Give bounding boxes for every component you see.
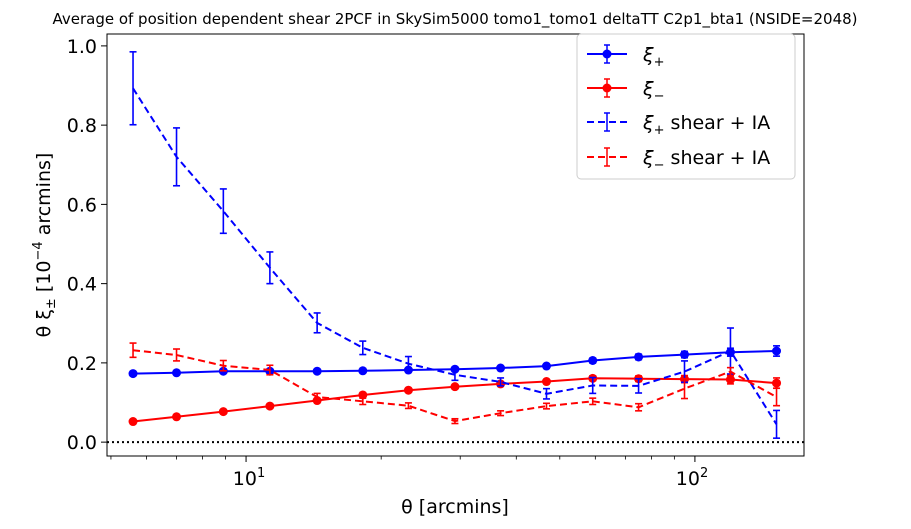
data-point-xi-plus-9 — [541, 361, 551, 371]
data-point-xi-minus-9 — [541, 377, 551, 387]
y-axis-label-sub: ± — [44, 298, 59, 309]
legend-label-xi-minus: ξ− — [642, 78, 665, 104]
y-tick-label-3: 0.6 — [67, 194, 97, 216]
data-point-xi-plus-8 — [496, 363, 506, 373]
chart-title: Average of position dependent shear 2PCF… — [52, 10, 857, 29]
legend-marker-xi-minus — [602, 83, 612, 93]
data-point-xi-plus-10 — [588, 356, 598, 366]
y-tick-label-1: 0.2 — [67, 353, 97, 375]
data-point-xi-plus-4 — [312, 366, 322, 376]
data-point-xi-minus-14 — [772, 378, 782, 388]
legend-label-xi-minus-ia: ξ− shear + IA — [642, 147, 770, 173]
data-point-xi-plus-0 — [128, 369, 138, 379]
legend-entry-xi-plus-ia: ξ+ shear + IA — [587, 112, 770, 138]
plot-area — [107, 51, 804, 444]
data-point-xi-minus-3 — [265, 401, 275, 411]
plot-frame — [106, 33, 805, 457]
x-tick-label-100: 102 — [676, 466, 708, 490]
legend-label-xi-plus: ξ+ — [642, 44, 665, 70]
y-tick-label-2: 0.4 — [67, 274, 97, 296]
y-axis-label-main: θ ξ — [33, 309, 55, 337]
data-point-xi-minus-1 — [172, 412, 182, 422]
axes: 0.0 0.2 0.4 0.6 0.8 1.0 — [67, 33, 805, 462]
data-point-xi-minus-13 — [725, 375, 735, 385]
legend-entry-xi-minus-ia: ξ− shear + IA — [587, 147, 770, 173]
data-point-xi-plus-12 — [680, 350, 690, 360]
y-axis-label-unit: [10 — [33, 261, 55, 299]
legend-marker-xi-plus — [602, 49, 612, 59]
y-tick-label-5: 1.0 — [67, 36, 97, 58]
data-point-xi-plus-14 — [772, 346, 782, 356]
data-point-xi-minus-6 — [403, 385, 413, 395]
data-point-xi-minus-0 — [128, 417, 138, 427]
data-point-xi-plus-11 — [634, 352, 644, 362]
x-axis-label: θ [arcmins] — [401, 496, 509, 518]
data-point-xi-plus-1 — [172, 368, 182, 378]
data-point-xi-minus-7 — [450, 382, 460, 392]
legend-entry-xi-plus: ξ+ — [587, 44, 665, 70]
legend-entry-xi-minus: ξ− — [587, 78, 665, 104]
y-tick-label-4: 0.8 — [67, 115, 97, 137]
y-tick-label-0: 0.0 — [67, 432, 97, 454]
x-tick-label-10: 101 — [233, 466, 265, 490]
legend-label-xi-plus-ia: ξ+ shear + IA — [642, 112, 770, 138]
data-point-xi-plus-5 — [358, 366, 368, 376]
y-axis-label-unit-end: arcmins] — [33, 153, 55, 242]
y-axis-label: θ ξ± [10−4 arcmins] — [31, 153, 59, 338]
y-axis-label-exp: −4 — [31, 241, 46, 260]
data-point-xi-minus-5 — [358, 390, 368, 400]
legend: ξ+ ξ− ξ+ shear + IA ξ− shear + IA — [576, 33, 796, 180]
data-point-xi-minus-2 — [218, 407, 228, 417]
legend-frame — [576, 33, 796, 180]
